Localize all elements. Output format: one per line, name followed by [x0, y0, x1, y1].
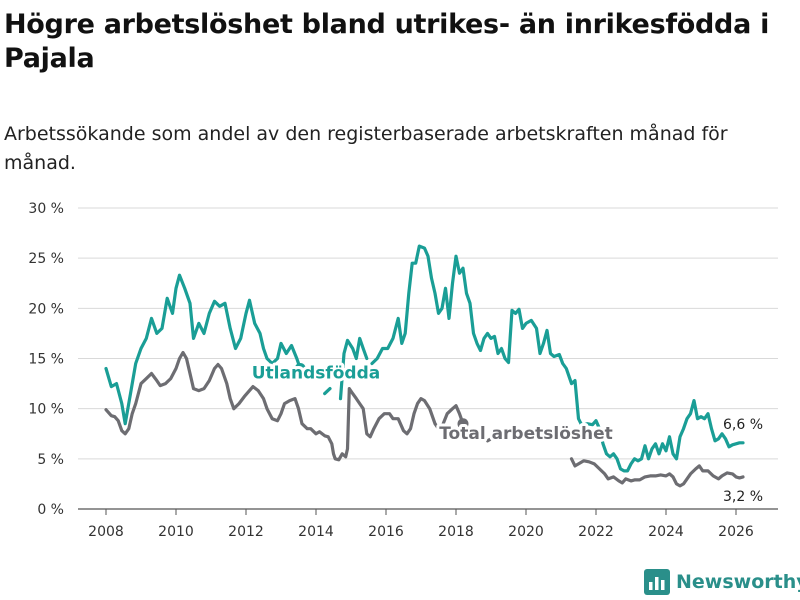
y-tick-labels: 0 % 5 % 10 % 15 % 20 % 25 % 30 % — [28, 201, 64, 518]
x-tick-label: 2022 — [578, 524, 614, 540]
end-point-total — [457, 418, 469, 430]
series-label-halo: Total arbetslöshet — [439, 424, 613, 444]
x-tick-label: 2018 — [438, 524, 474, 540]
series-line-utlandsfodda — [370, 244, 745, 473]
series-label: Total arbetslöshet — [439, 424, 613, 444]
series-label-halo: Utlandsfödda — [252, 364, 381, 384]
end-point-utlandsfodda — [294, 363, 306, 375]
series-line-utlandsfodda — [323, 387, 332, 396]
y-tick-label: 25 % — [28, 251, 64, 267]
chart-title: Högre arbetslöshet bland utrikes- än inr… — [4, 9, 770, 74]
y-tick-label: 30 % — [28, 201, 64, 217]
x-tick-label: 2020 — [508, 524, 544, 540]
y-tick-label: 10 % — [28, 402, 64, 418]
y-tick-label: 0 % — [37, 502, 64, 518]
x-tick-label: 2008 — [88, 524, 124, 540]
series-line-total — [485, 437, 493, 443]
end-value-label: 6,6 % — [723, 417, 763, 433]
series-line-utlandsfodda — [338, 336, 369, 401]
x-tick-label: 2026 — [718, 524, 754, 540]
y-tick-label: 15 % — [28, 352, 64, 368]
x-axis: 2008 2010 2012 2014 2016 2018 2020 2022 2024 2026 — [88, 509, 754, 540]
x-tick-label: 2016 — [368, 524, 404, 540]
brand-name: Newsworthy — [676, 571, 800, 593]
chart-subtitle: Arbetssökande som andel av den registerb… — [4, 123, 728, 174]
x-tick-label: 2014 — [298, 524, 334, 540]
x-tick-label: 2024 — [648, 524, 684, 540]
newsworthy-logo: Newsworthy — [644, 568, 800, 596]
series-line-total — [569, 457, 745, 488]
x-tick-label: 2010 — [158, 524, 194, 540]
end-value-label: 3,2 % — [723, 489, 763, 505]
series-line-total — [104, 350, 465, 462]
y-tick-label: 20 % — [28, 301, 64, 317]
series-layer — [104, 244, 745, 488]
series-label: Utlandsfödda — [252, 364, 381, 384]
y-tick-label: 5 % — [37, 452, 64, 468]
series-line-utlandsfodda — [104, 273, 302, 426]
x-tick-label: 2012 — [228, 524, 264, 540]
bar-chart-logo-icon — [644, 569, 670, 595]
